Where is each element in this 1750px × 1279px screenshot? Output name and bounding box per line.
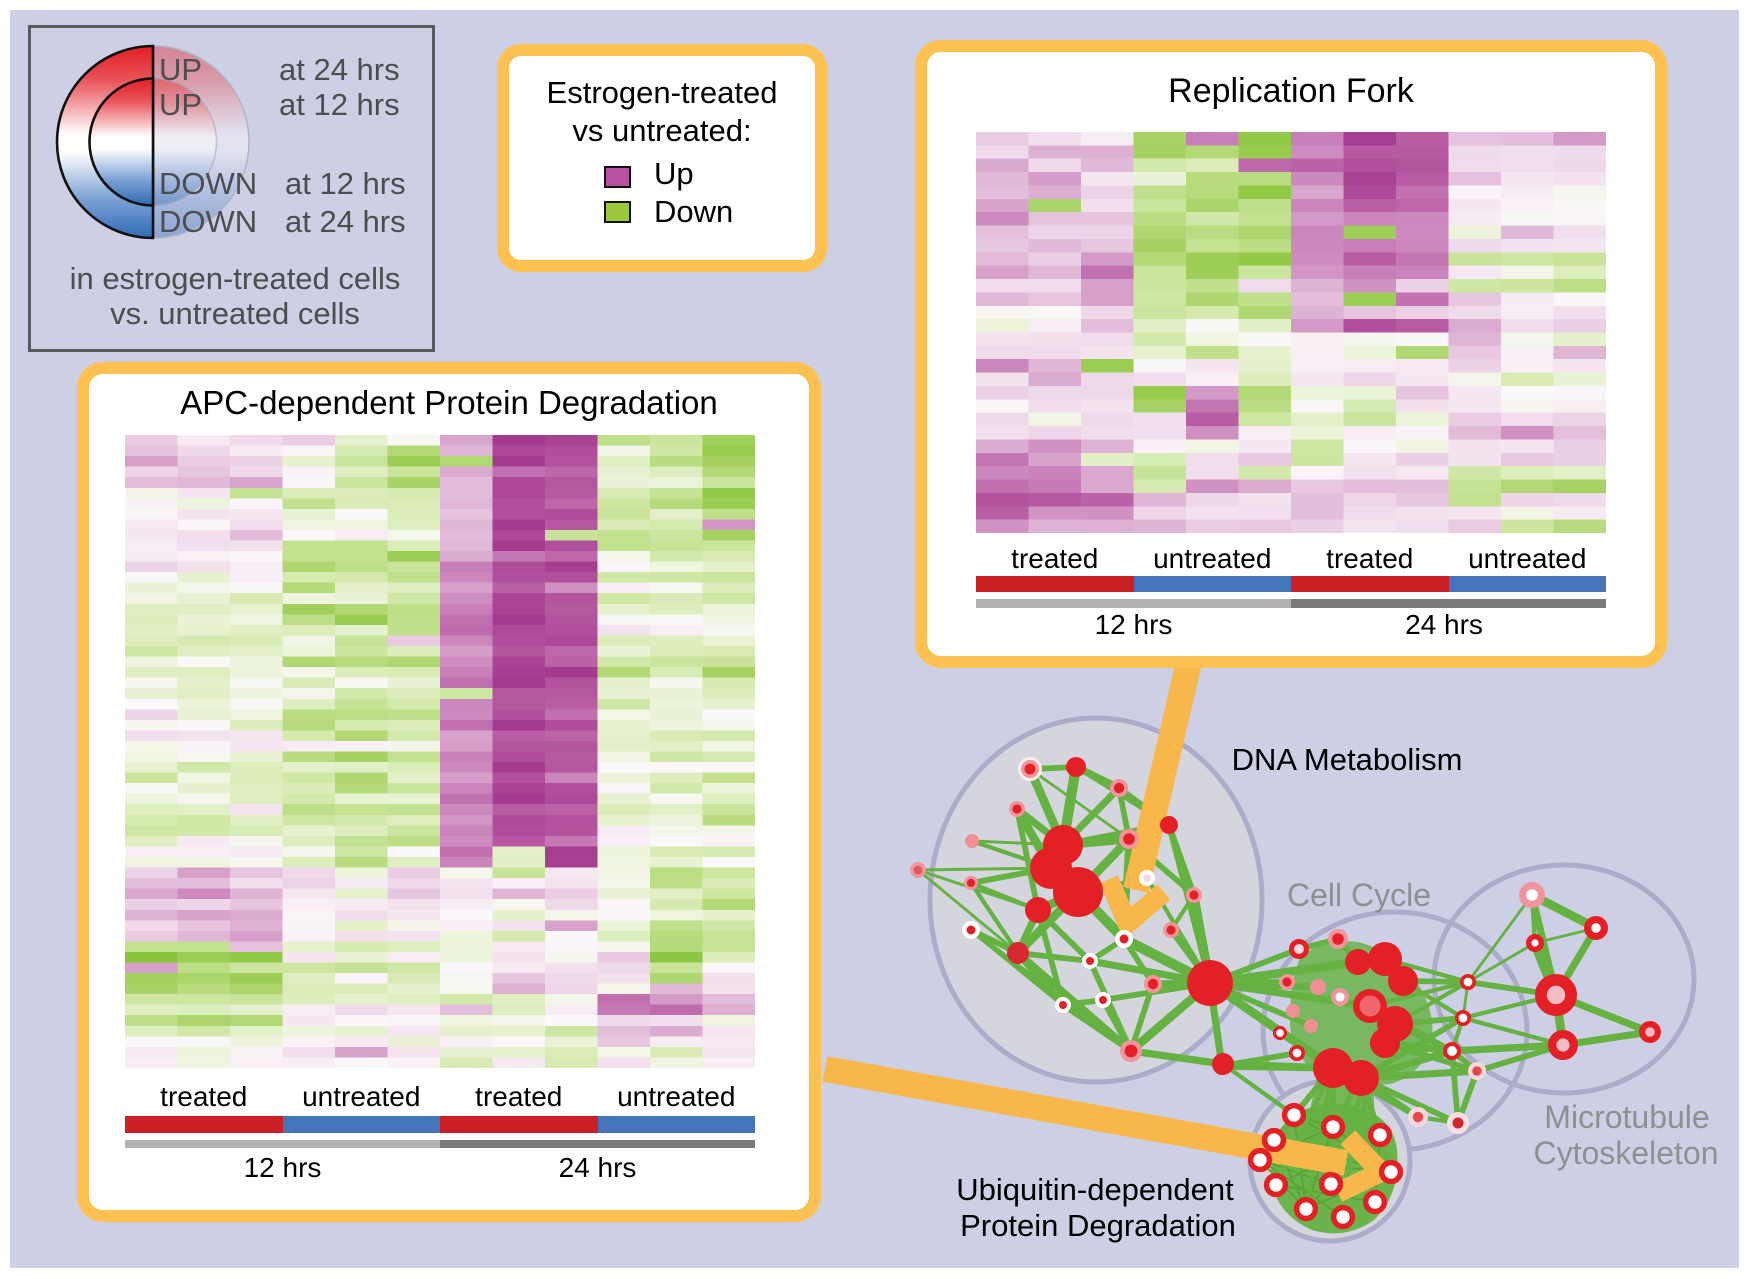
svg-text:Protein Degradation: Protein Degradation (960, 1208, 1236, 1243)
svg-text:Microtubule: Microtubule (1544, 1099, 1709, 1135)
svg-text:Cytoskeleton: Cytoskeleton (1534, 1135, 1719, 1171)
svg-text:Ubiquitin-dependent: Ubiquitin-dependent (956, 1172, 1234, 1207)
svg-text:DNA Metabolism: DNA Metabolism (1232, 742, 1463, 777)
svg-text:Cell Cycle: Cell Cycle (1287, 877, 1431, 913)
